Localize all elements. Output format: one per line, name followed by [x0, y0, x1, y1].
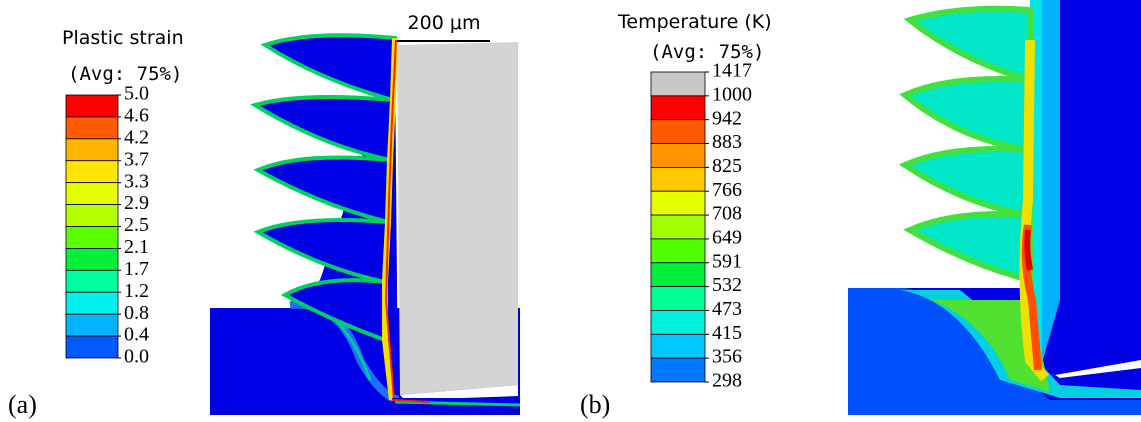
- legend-swatch: [650, 310, 706, 335]
- legend-level: 942: [712, 107, 742, 129]
- legend-subtitle: (Avg: 75%): [68, 63, 182, 85]
- legend-level: 708: [712, 203, 742, 225]
- legend-swatch: [650, 286, 706, 311]
- legend-level: 532: [712, 274, 742, 296]
- panel-label: (b): [580, 390, 610, 419]
- legend-level: 2.1: [124, 236, 149, 258]
- legend-swatch: [650, 166, 706, 192]
- legend-swatch: [650, 214, 706, 240]
- legend-level: 3.7: [124, 148, 149, 170]
- legend-swatch: [650, 238, 706, 264]
- legend-level: 766: [712, 179, 742, 201]
- legend-swatch: [650, 119, 706, 144]
- legend-swatch: [650, 333, 706, 359]
- legend-swatch: [65, 226, 119, 249]
- legend-level: 649: [712, 227, 742, 249]
- legend-subtitle: (Avg: 75%): [650, 41, 764, 63]
- legend-level: 0.8: [124, 302, 149, 324]
- legend-swatch: [65, 160, 119, 184]
- legend-swatch: [65, 138, 119, 162]
- legend-swatch: [65, 204, 119, 227]
- legend-swatch: [65, 269, 119, 293]
- legend-swatch: [65, 94, 119, 118]
- legend-level: 825: [712, 155, 742, 177]
- legend-level: 0.4: [124, 324, 149, 346]
- legend-level: 4.6: [124, 105, 149, 127]
- legend-swatch: [650, 190, 706, 216]
- legend-level: 1417: [712, 60, 752, 82]
- legend-level: 1.7: [124, 258, 149, 280]
- legend-level: 298: [712, 370, 742, 392]
- legend-level: 0.0: [124, 346, 149, 368]
- legend-swatch: [65, 291, 119, 315]
- legend-level: 415: [712, 322, 742, 344]
- legend-level: 2.9: [124, 192, 149, 214]
- legend-swatch: [65, 335, 119, 359]
- legend-level: 1.2: [124, 280, 149, 302]
- legend-level: 3.3: [124, 170, 149, 192]
- legend-swatch: [65, 182, 119, 205]
- legend-swatch: [650, 95, 706, 121]
- legend-swatch: [650, 71, 706, 97]
- legend-swatch: [650, 262, 706, 288]
- legend-level: 356: [712, 346, 742, 368]
- temperature-contour-image: [848, 0, 1141, 415]
- legend-swatch: [650, 357, 706, 383]
- legend-level: 883: [712, 131, 742, 153]
- legend-level: 591: [712, 250, 742, 272]
- legend-title: Plastic strain: [62, 27, 184, 49]
- legend-level: 1000: [712, 83, 752, 105]
- scale-bar-label: 200 μm: [408, 12, 481, 34]
- legend-level: 2.5: [124, 214, 149, 236]
- legend-title: Temperature (K): [617, 11, 772, 33]
- legend-level: 473: [712, 298, 742, 320]
- legend-swatch: [65, 116, 119, 140]
- legend-swatch: [65, 248, 119, 271]
- legend-level: 4.2: [124, 126, 149, 148]
- legend-level: 5.0: [124, 83, 149, 105]
- legend-swatch: [650, 143, 706, 168]
- legend-swatch: [65, 313, 119, 337]
- strain-contour-image: [210, 33, 521, 415]
- panel-label: (a): [8, 390, 37, 419]
